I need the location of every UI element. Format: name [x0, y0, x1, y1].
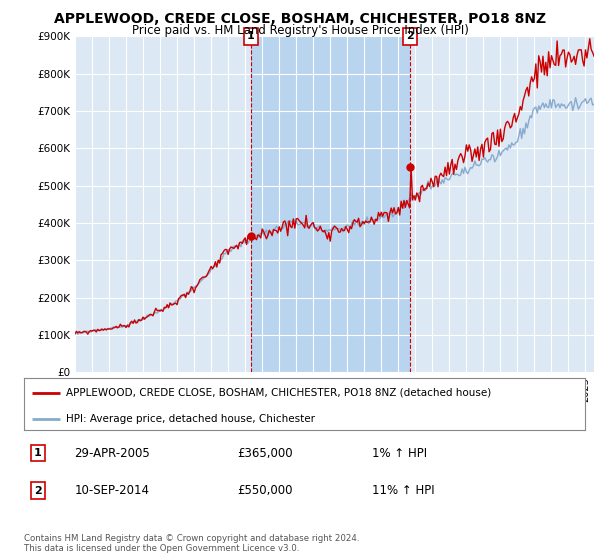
Text: 2: 2: [34, 486, 42, 496]
Text: Contains HM Land Registry data © Crown copyright and database right 2024.
This d: Contains HM Land Registry data © Crown c…: [24, 534, 359, 553]
Bar: [251, 36, 410, 372]
Text: 11% ↑ HPI: 11% ↑ HPI: [372, 484, 434, 497]
Text: £550,000: £550,000: [237, 484, 293, 497]
Text: APPLEWOOD, CREDE CLOSE, BOSHAM, CHICHESTER, PO18 8NZ: APPLEWOOD, CREDE CLOSE, BOSHAM, CHICHEST…: [54, 12, 546, 26]
Text: APPLEWOOD, CREDE CLOSE, BOSHAM, CHICHESTER, PO18 8NZ (detached house): APPLEWOOD, CREDE CLOSE, BOSHAM, CHICHEST…: [66, 388, 491, 398]
Text: HPI: Average price, detached house, Chichester: HPI: Average price, detached house, Chic…: [66, 414, 315, 423]
Text: 2: 2: [406, 31, 414, 41]
Text: 1% ↑ HPI: 1% ↑ HPI: [372, 446, 427, 460]
Text: 1: 1: [34, 448, 42, 458]
Text: 1: 1: [247, 31, 254, 41]
Text: £365,000: £365,000: [237, 446, 293, 460]
Text: 29-APR-2005: 29-APR-2005: [74, 446, 150, 460]
Text: Price paid vs. HM Land Registry's House Price Index (HPI): Price paid vs. HM Land Registry's House …: [131, 24, 469, 36]
Text: 10-SEP-2014: 10-SEP-2014: [74, 484, 149, 497]
